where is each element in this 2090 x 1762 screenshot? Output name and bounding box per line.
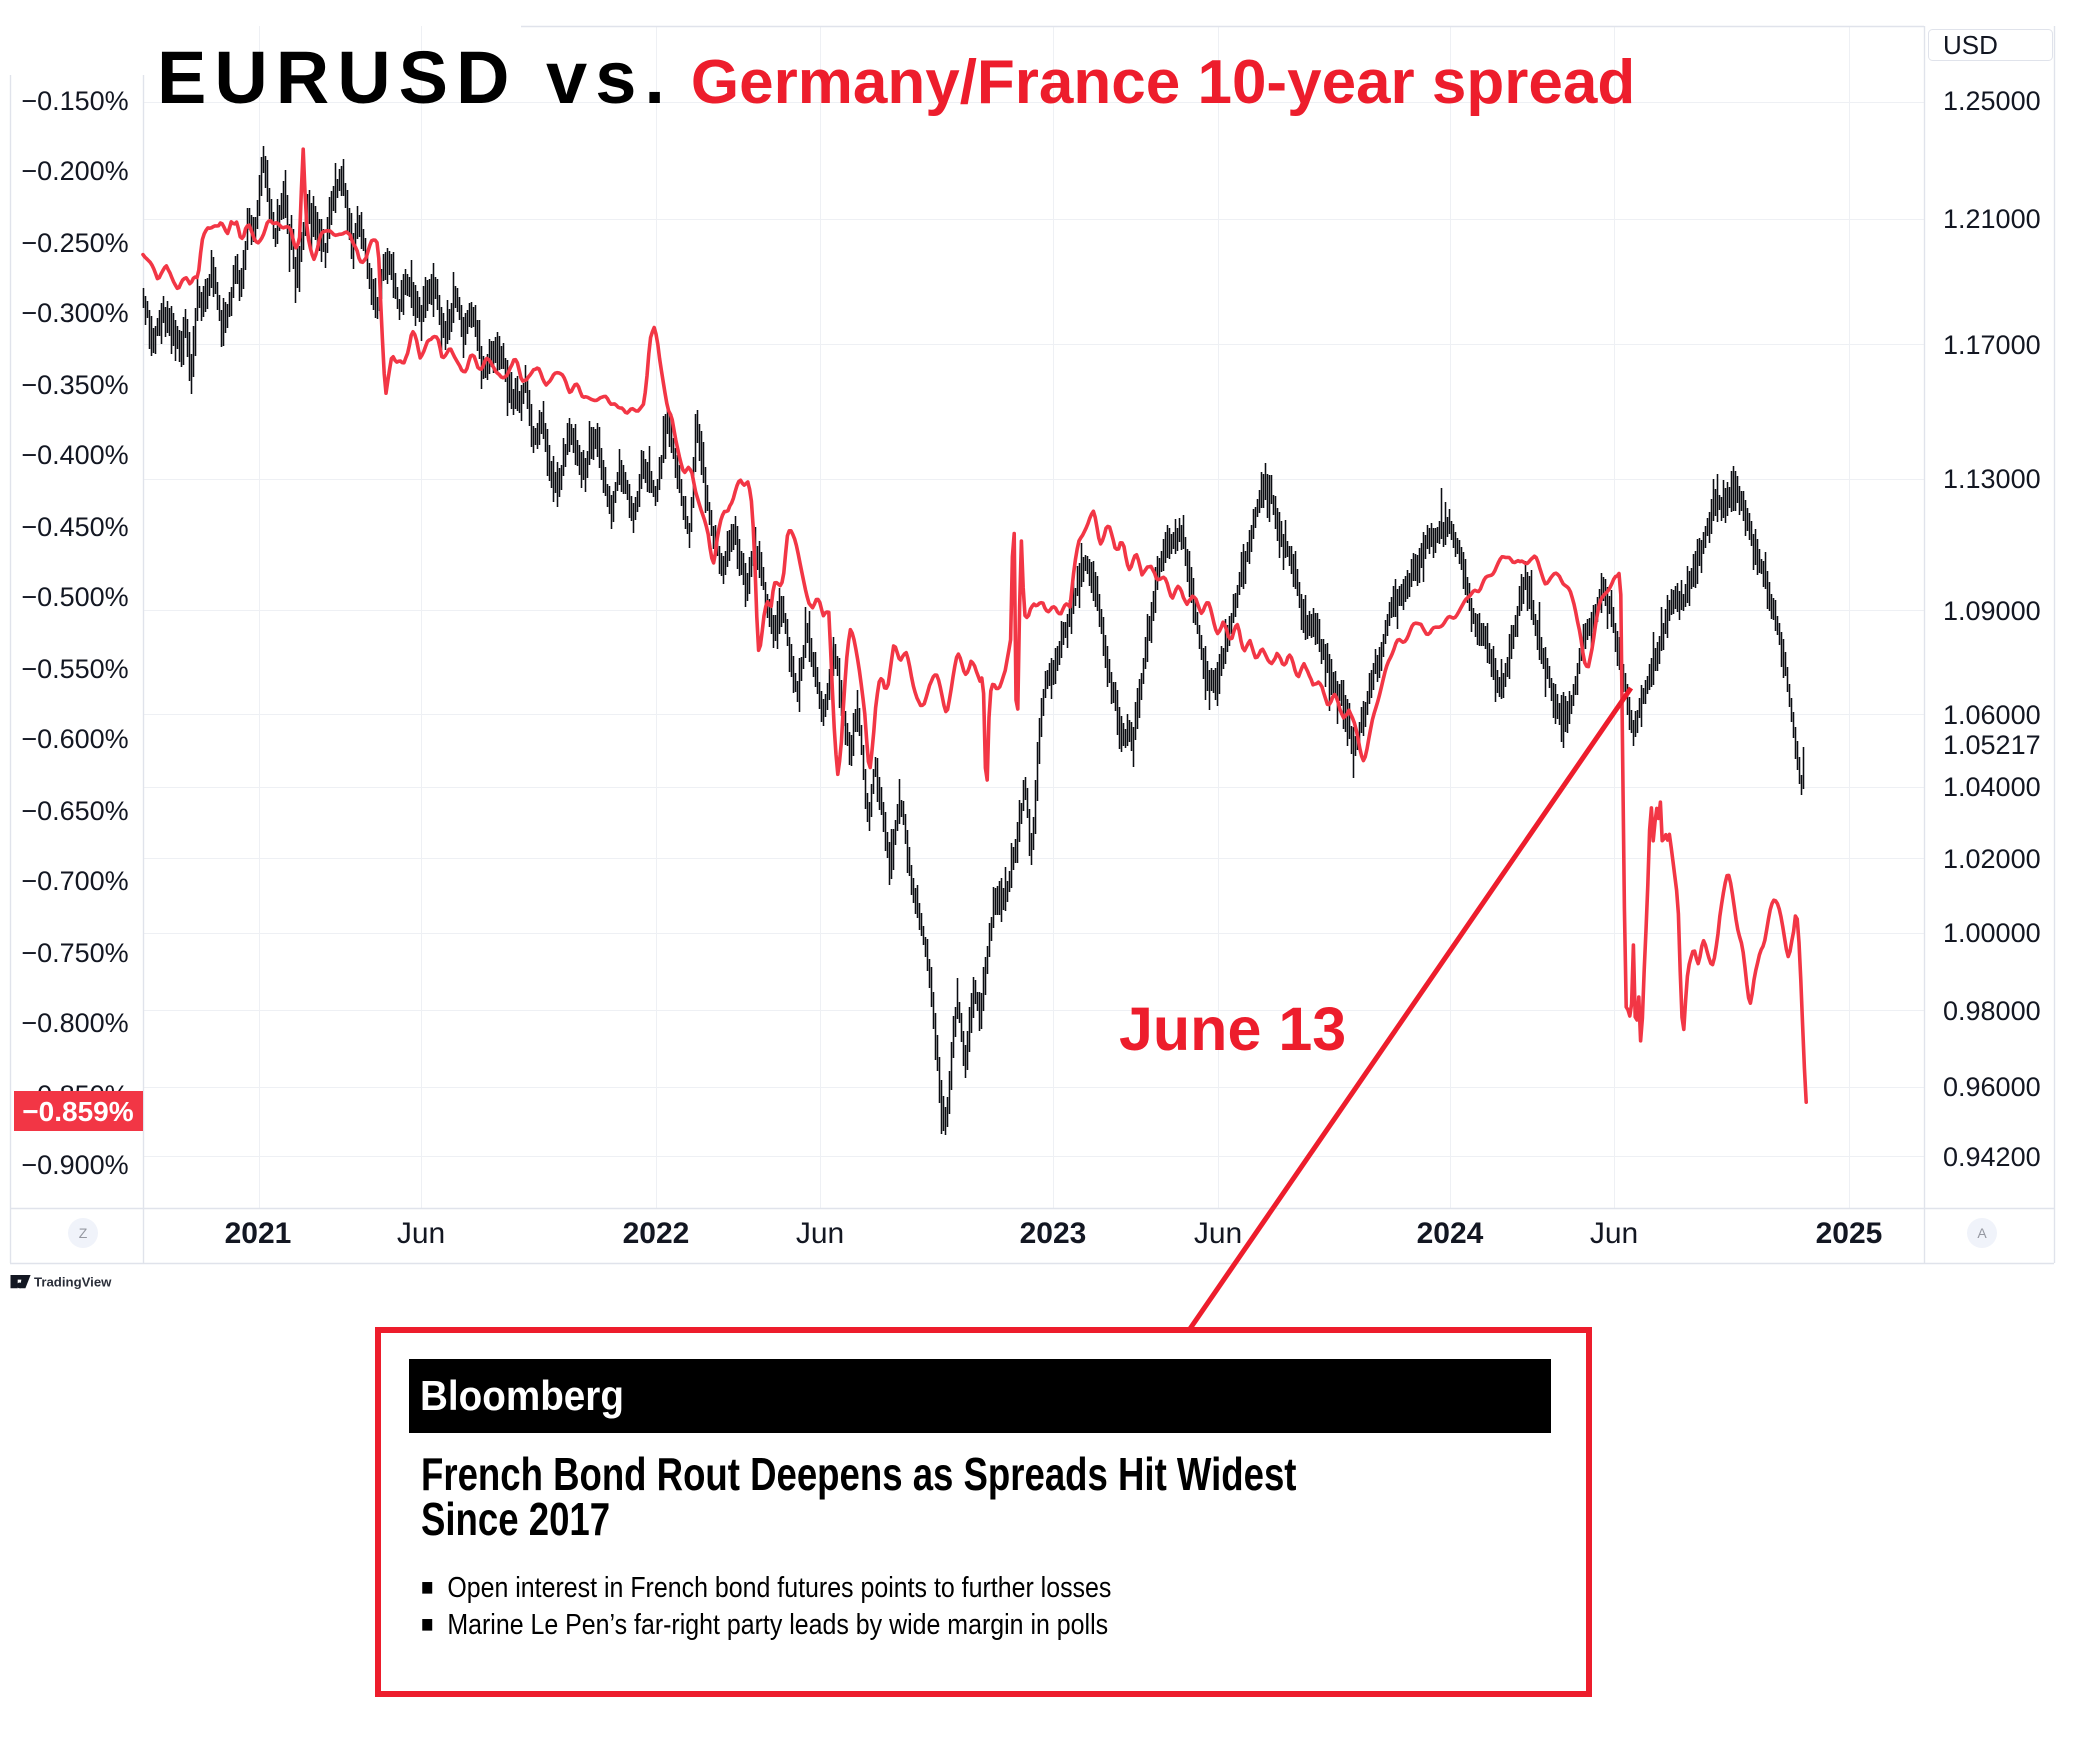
svg-text:1.02000: 1.02000 [1943,844,2041,874]
svg-text:0.96000: 0.96000 [1943,1072,2041,1102]
svg-text:0.94200: 0.94200 [1943,1142,2041,1172]
svg-text:−0.400%: −0.400% [21,440,128,470]
svg-text:1.09000: 1.09000 [1943,596,2041,626]
svg-text:−0.859%: −0.859% [22,1096,133,1127]
svg-text:1.17000: 1.17000 [1943,330,2041,360]
svg-text:2023: 2023 [1020,1217,1087,1250]
svg-text:−0.800%: −0.800% [21,1008,128,1038]
svg-text:−0.600%: −0.600% [21,724,128,754]
svg-text:−0.350%: −0.350% [21,370,128,400]
svg-text:1.13000: 1.13000 [1943,464,2041,494]
svg-text:TradingView: TradingView [34,1275,112,1290]
svg-text:2024: 2024 [1417,1217,1484,1250]
svg-text:−0.150%: −0.150% [21,86,128,116]
svg-text:1.25000: 1.25000 [1943,86,2041,116]
svg-text:1.05217: 1.05217 [1943,730,2041,760]
svg-text:Z: Z [79,1225,88,1241]
svg-text:A: A [1977,1225,1987,1241]
svg-text:2025: 2025 [1816,1217,1883,1250]
svg-text:Jun: Jun [1194,1217,1242,1250]
svg-text:2021: 2021 [225,1217,292,1250]
svg-text:−0.200%: −0.200% [21,156,128,186]
svg-text:−0.700%: −0.700% [21,866,128,896]
svg-text:Jun: Jun [397,1217,445,1250]
svg-text:Jun: Jun [796,1217,844,1250]
svg-text:1.04000: 1.04000 [1943,772,2041,802]
svg-text:−0.250%: −0.250% [21,228,128,258]
svg-text:Jun: Jun [1590,1217,1638,1250]
svg-text:1.21000: 1.21000 [1943,204,2041,234]
svg-text:1.06000: 1.06000 [1943,700,2041,730]
svg-text:0.98000: 0.98000 [1943,996,2041,1026]
svg-text:1.00000: 1.00000 [1943,918,2041,948]
svg-text:−0.900%: −0.900% [21,1150,128,1180]
svg-text:−0.300%: −0.300% [21,298,128,328]
svg-text:USD: USD [1943,30,1998,60]
svg-text:2022: 2022 [623,1217,690,1250]
svg-text:−0.550%: −0.550% [21,654,128,684]
svg-text:−0.500%: −0.500% [21,582,128,612]
svg-text:−0.650%: −0.650% [21,796,128,826]
svg-text:−0.750%: −0.750% [21,938,128,968]
svg-text:−0.450%: −0.450% [21,512,128,542]
